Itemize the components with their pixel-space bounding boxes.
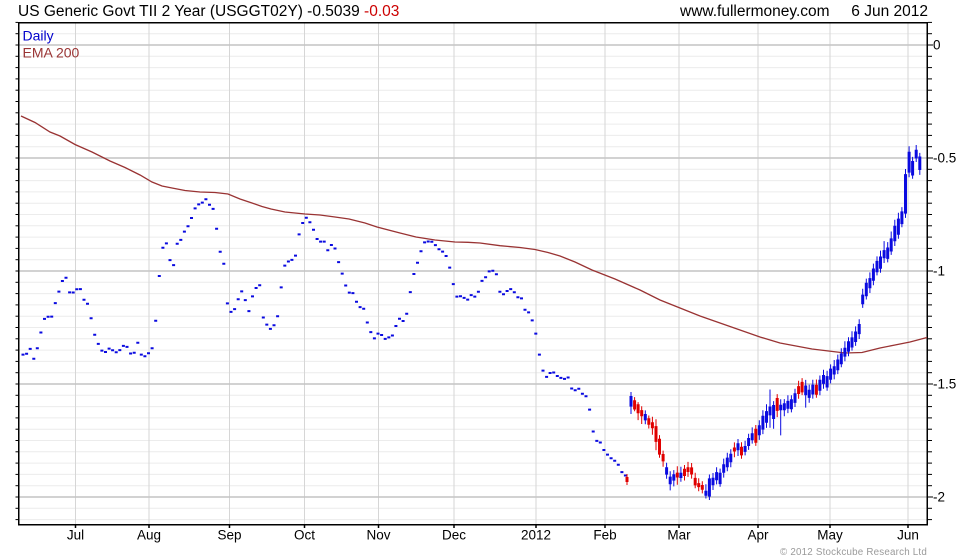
svg-text:Sep: Sep	[217, 528, 241, 543]
svg-text:US Generic Govt TII 2 Year (US: US Generic Govt TII 2 Year (USGGT02Y) -0…	[18, 3, 399, 20]
svg-text:EMA 200: EMA 200	[23, 45, 80, 61]
svg-text:Dec: Dec	[442, 528, 466, 543]
svg-text:Jun: Jun	[897, 528, 919, 543]
svg-text:Jul: Jul	[67, 528, 84, 543]
svg-text:Mar: Mar	[667, 528, 691, 543]
svg-text:Daily: Daily	[23, 28, 54, 44]
svg-text:Oct: Oct	[294, 528, 315, 543]
svg-text:Feb: Feb	[593, 528, 616, 543]
svg-text:-2: -2	[933, 490, 945, 505]
svg-text:-1.5: -1.5	[933, 377, 956, 392]
svg-text:6 Jun 2012: 6 Jun 2012	[851, 3, 928, 20]
svg-text:-0.5: -0.5	[933, 151, 956, 166]
svg-text:Nov: Nov	[366, 528, 390, 543]
svg-text:www.fullermoney.com: www.fullermoney.com	[679, 3, 830, 20]
svg-text:-1: -1	[933, 264, 945, 279]
svg-text:Apr: Apr	[747, 528, 769, 543]
svg-text:May: May	[817, 528, 843, 543]
svg-text:2012: 2012	[521, 528, 551, 543]
svg-text:© 2012 Stockcube Research Ltd: © 2012 Stockcube Research Ltd	[780, 547, 927, 558]
svg-text:0: 0	[933, 38, 941, 53]
svg-text:Aug: Aug	[137, 528, 161, 543]
